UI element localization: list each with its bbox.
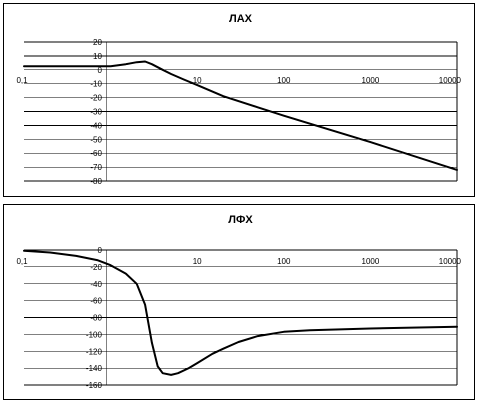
lfh-y-tick-label: -40 [90, 280, 102, 289]
lah-y-tick-label: -30 [90, 108, 102, 117]
lfh-y-tick-label: -160 [86, 381, 103, 390]
lah-y-tick-label: -70 [90, 163, 102, 172]
lfh-x-tick-label: 10000 [439, 257, 462, 266]
lah-y-tick-label: -20 [90, 94, 102, 103]
lfh-x-tick-label: 0,1 [16, 257, 28, 266]
lah-y-tick-label: 10 [93, 52, 102, 61]
lfh-x-tick-label: 10 [193, 257, 202, 266]
lah-chart-panel: ЛАХ 20 10 0 -10 -20 -30 -40 -50 -60 -70 -80 0,1 10 100… [3, 3, 475, 197]
lfh-chart: ЛФХ 0 -20 -40 -60 -80 -100 -120 -140 -160 0,1 10 100… [16, 214, 462, 390]
lfh-y-tick-label: -100 [86, 330, 103, 339]
lfh-x-tick-label: 1000 [362, 257, 380, 266]
lfh-y-tick-label: -140 [86, 364, 103, 373]
lah-y-tick-label: -80 [90, 177, 102, 186]
lah-x-tick-label: 10000 [439, 76, 462, 85]
lfh-y-tick-label: -20 [90, 263, 102, 272]
lah-y-tick-label: -40 [90, 121, 102, 130]
lfh-y-tick-label: 0 [97, 246, 102, 255]
lah-y-tick-label: -50 [90, 135, 102, 144]
lah-x-tick-label: 1000 [362, 76, 380, 85]
lah-x-tick-label: 100 [277, 76, 291, 85]
lfh-chart-panel: ЛФХ 0 -20 -40 -60 -80 -100 -120 -140 -160 0,1 10 100… [3, 204, 475, 400]
lfh-y-tick-label: -60 [90, 297, 102, 306]
lfh-y-tick-label: -80 [90, 314, 102, 323]
lah-y-tick-label: 20 [93, 38, 102, 47]
lah-y-tick-label: -60 [90, 149, 102, 158]
lfh-title: ЛФХ [228, 214, 253, 226]
lfh-y-tick-label: -120 [86, 347, 103, 356]
lfh-x-tick-label: 100 [277, 257, 291, 266]
lah-x-tick-label: 0,1 [16, 76, 28, 85]
lah-series-line [23, 60, 458, 171]
lah-y-tick-label: 0 [97, 66, 102, 75]
lfh-series-line [23, 249, 458, 376]
lah-title: ЛАХ [229, 13, 253, 25]
lah-x-tick-label: 10 [193, 76, 202, 85]
lah-y-tick-label: -10 [90, 80, 102, 89]
